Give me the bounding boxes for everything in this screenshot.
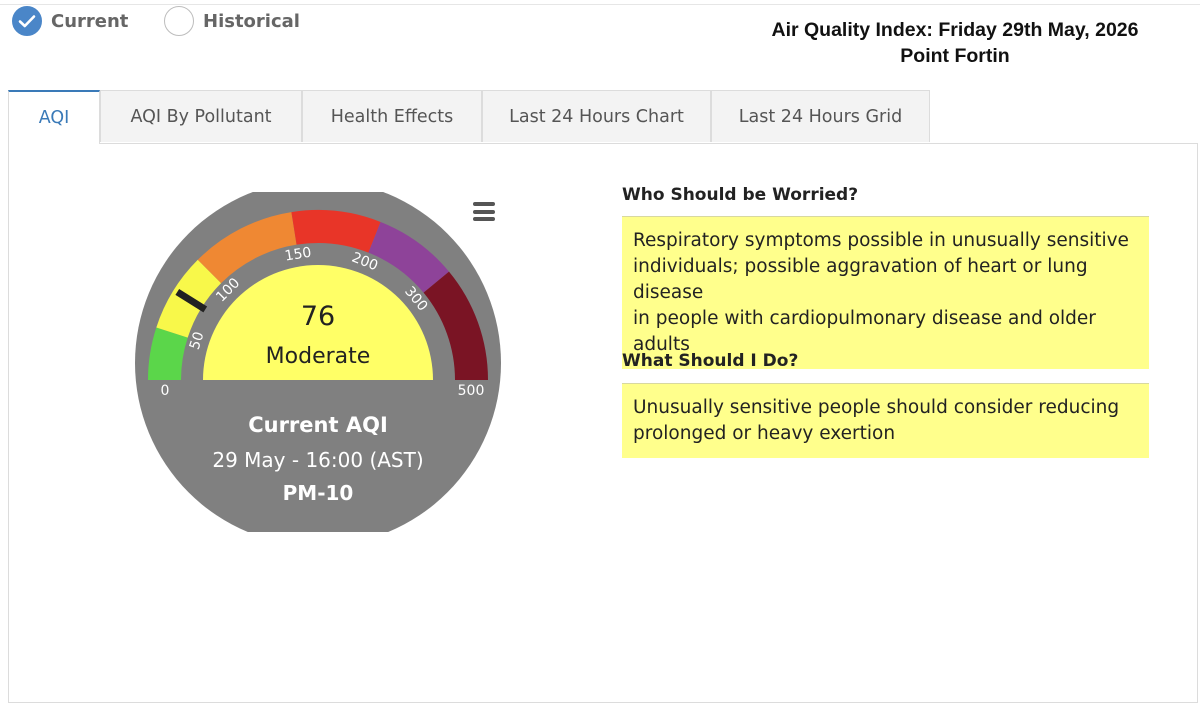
who-advice-line: Respiratory symptoms possible in unusual…: [633, 230, 1129, 251]
who-heading: Who Should be Worried?: [622, 185, 859, 205]
gauge-band-unhealthy-sensitive: [197, 212, 297, 284]
historical-radio-option[interactable]: Historical: [164, 6, 300, 36]
gauge-band-very-unhealthy: [368, 221, 449, 293]
gauge-caption-time: 29 May - 16:00 (AST): [212, 448, 423, 472]
page-title: Air Quality Index: Friday 29th May, 2026…: [740, 17, 1170, 69]
tab-health-effects[interactable]: Health Effects: [302, 90, 482, 142]
tab-aqi-by-pollutant[interactable]: AQI By Pollutant: [100, 90, 302, 142]
radio-unchecked-icon[interactable]: [164, 6, 194, 36]
tab-last-24-hours-grid[interactable]: Last 24 Hours Grid: [711, 90, 930, 142]
gauge-tick-label: 0: [161, 383, 170, 399]
gauge-face: [203, 265, 433, 380]
top-divider: [0, 4, 1200, 5]
current-radio-label[interactable]: Current: [51, 10, 129, 32]
who-advice-line: individuals; possible aggravation of hea…: [633, 256, 1088, 303]
current-radio-option[interactable]: Current: [12, 6, 128, 36]
who-advice-line: in people with cardiopulmonary disease a…: [633, 308, 1096, 355]
gauge-band-hazardous: [423, 271, 488, 380]
gauge-tick-label: 50: [187, 330, 208, 352]
gauge-needle: [175, 288, 208, 313]
gauge-tick-label: 500: [458, 383, 485, 399]
historical-radio-label[interactable]: Historical: [203, 10, 300, 32]
who-advice-box: Respiratory symptoms possible in unusual…: [622, 216, 1149, 369]
gauge-band-good: [148, 327, 188, 380]
gauge-band-unhealthy: [291, 210, 381, 253]
gauge-caption-pollutant: PM-10: [283, 481, 354, 505]
gauge-caption-title: Current AQI: [248, 413, 388, 437]
what-advice-box: Unusually sensitive people should consid…: [622, 383, 1149, 458]
what-advice-line: Unusually sensitive people should consid…: [633, 397, 1120, 418]
gauge-category: Moderate: [266, 344, 371, 369]
gauge-tick-label: 150: [284, 245, 313, 265]
page-title-location: Point Fortin: [900, 45, 1010, 67]
page-title-date: Air Quality Index: Friday 29th May, 2026: [771, 19, 1139, 41]
checkmark-icon[interactable]: [12, 6, 42, 36]
gauge-value: 76: [301, 301, 335, 332]
chart-menu-icon[interactable]: [473, 202, 497, 224]
tab-last-24-hours-chart[interactable]: Last 24 Hours Chart: [482, 90, 711, 142]
what-heading: What Should I Do?: [622, 351, 799, 371]
what-advice-line: prolonged or heavy exertion: [633, 423, 896, 444]
tab-aqi[interactable]: AQI: [8, 90, 100, 144]
